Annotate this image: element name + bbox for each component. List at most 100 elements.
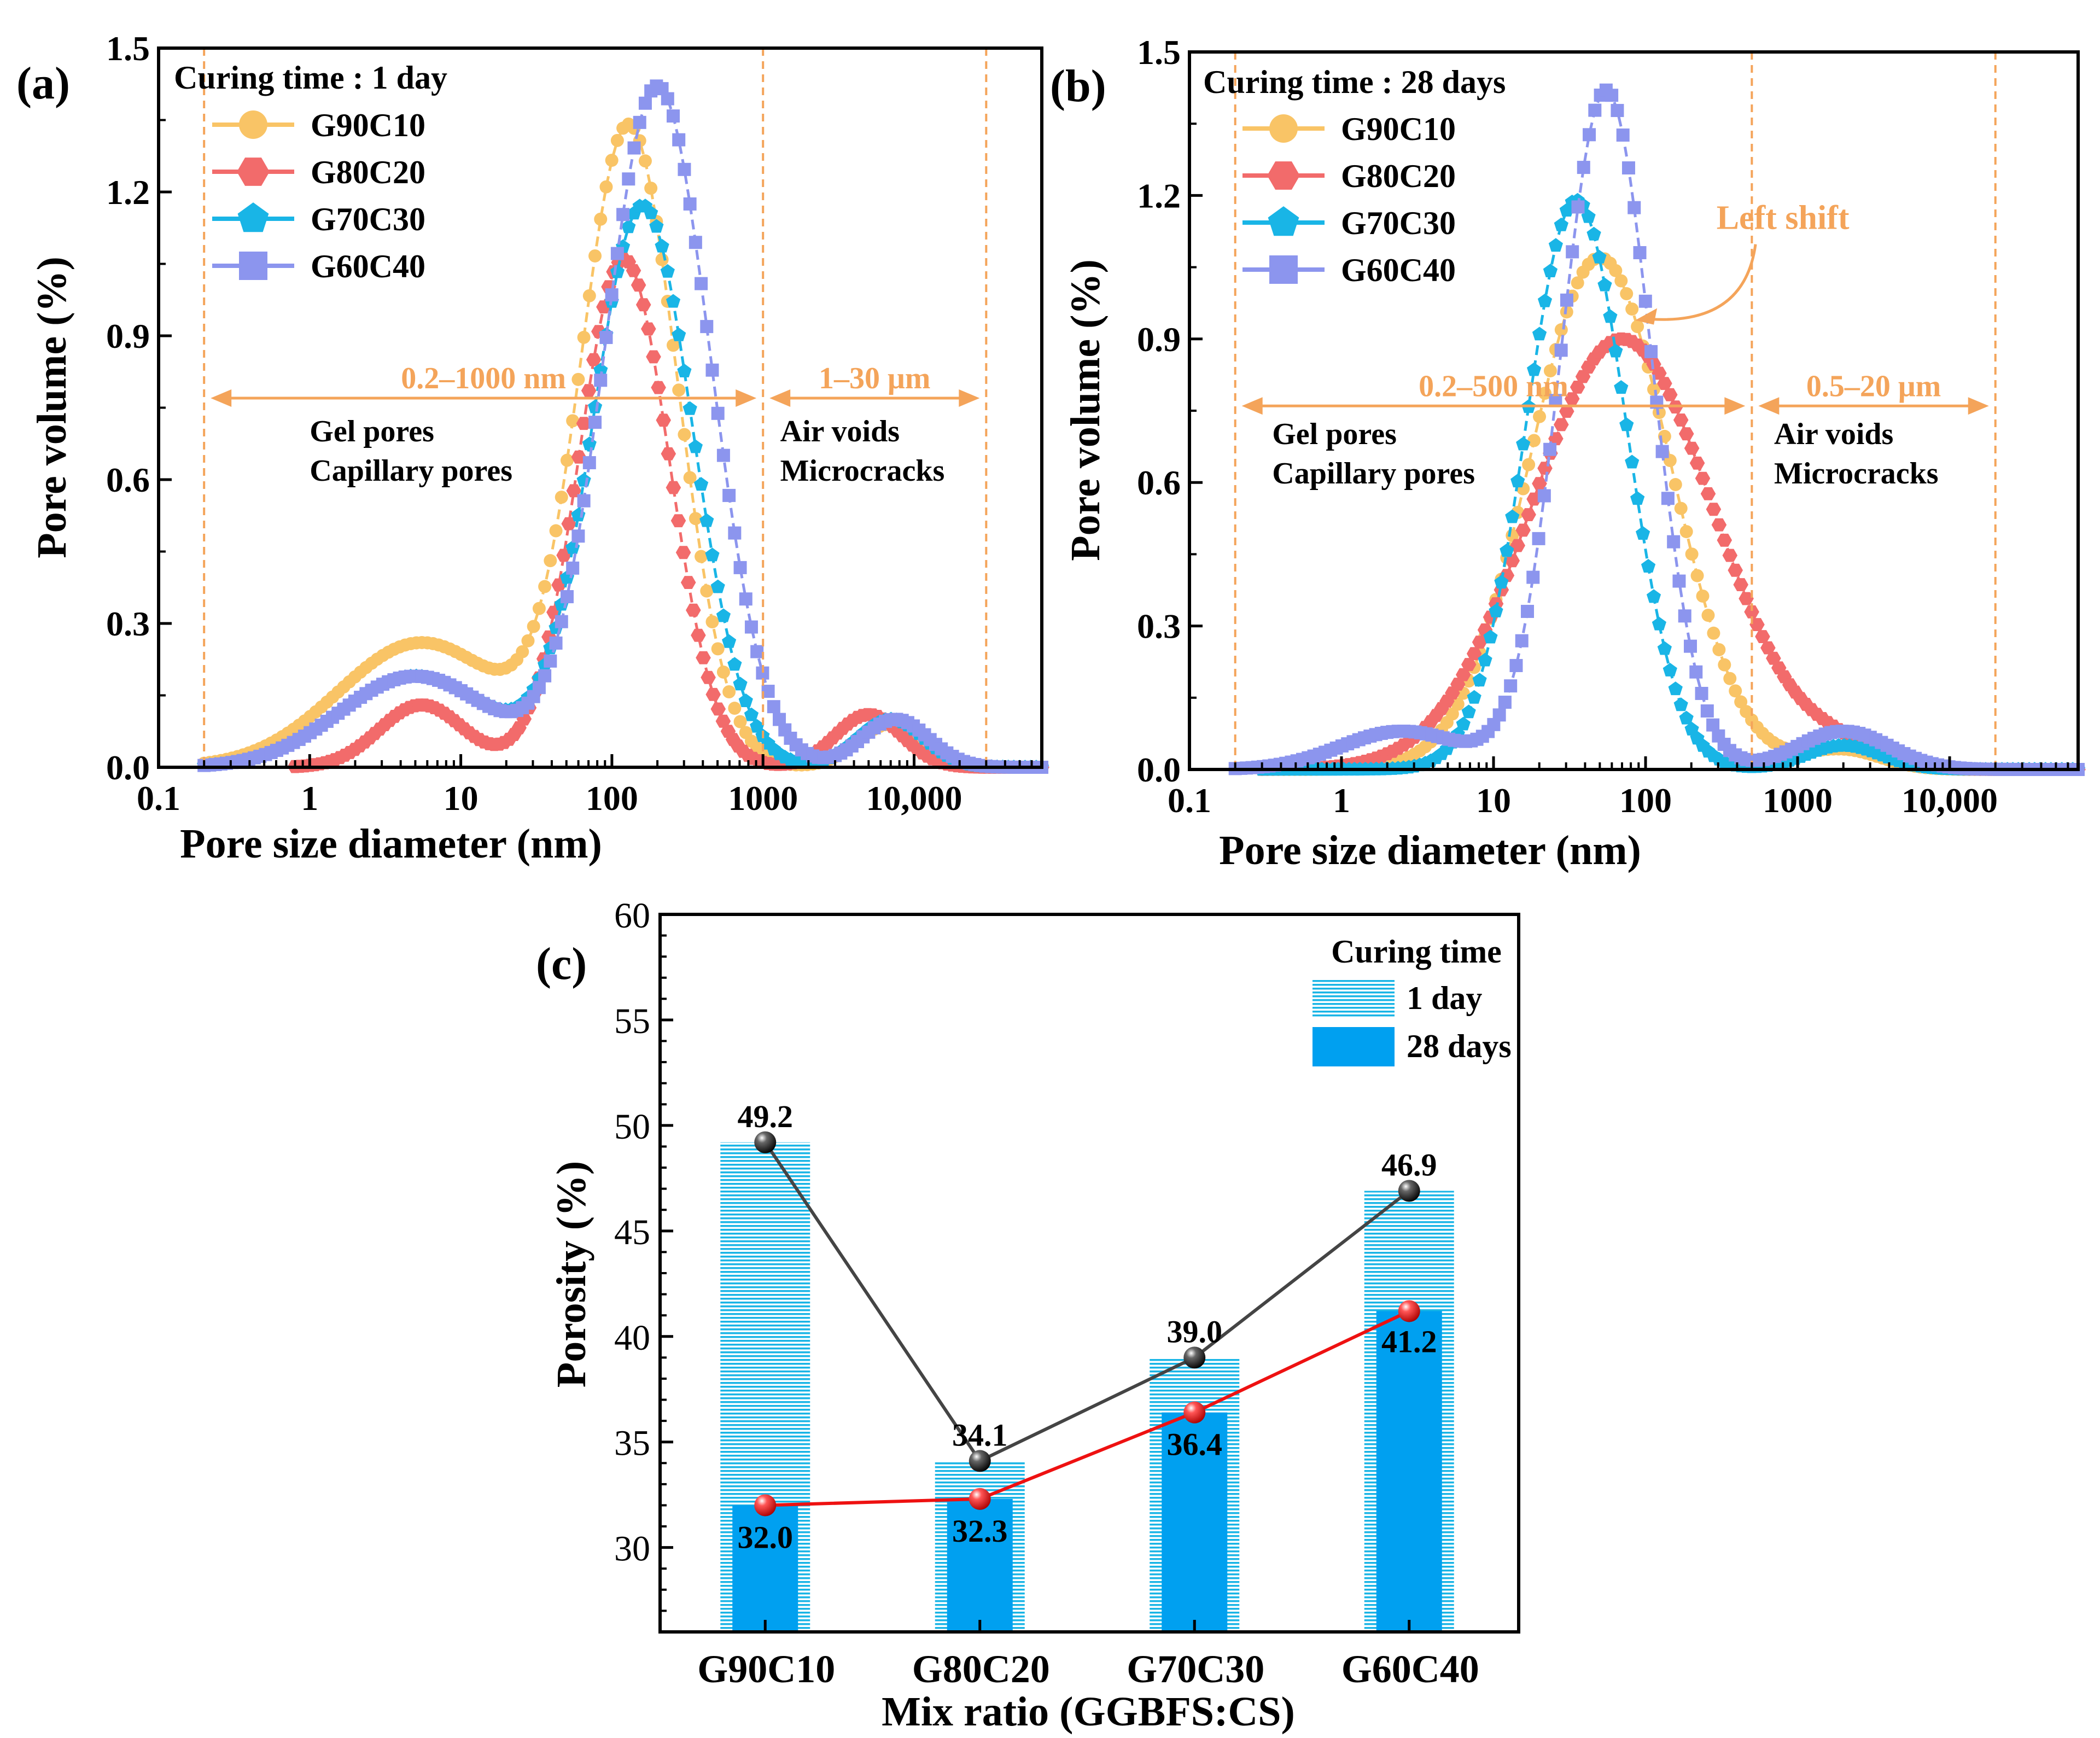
y-tick-label: 0.0 xyxy=(106,748,150,787)
bar-28days-g60c40 xyxy=(1376,1311,1442,1632)
data-point-g60c40 xyxy=(1638,294,1652,308)
data-point-g80c20 xyxy=(651,381,666,394)
data-point-g90c10 xyxy=(1543,364,1557,378)
data-point-g60c40 xyxy=(1689,665,1703,679)
data-point-g80c20 xyxy=(1554,418,1569,431)
data-point-g60c40 xyxy=(599,331,613,345)
panel-c-bar-layer xyxy=(720,1142,1454,1632)
panel-a-label: (a) xyxy=(16,58,70,109)
data-point-g90c10 xyxy=(516,645,529,658)
x-tick-label: G60C40 xyxy=(1341,1647,1479,1691)
data-point-g70c30 xyxy=(744,707,759,721)
legend-label-g70c30: G70C30 xyxy=(311,201,425,237)
data-point-g70c30 xyxy=(1456,716,1471,731)
y-tick-label: 35 xyxy=(614,1424,650,1463)
data-point-g70c30 xyxy=(705,547,720,562)
range-label: 0.2–500 nm xyxy=(1419,369,1568,403)
data-point-g90c10 xyxy=(1696,589,1710,603)
data-point-g90c10 xyxy=(594,212,608,226)
trend-point-28days xyxy=(1183,1401,1206,1424)
legend-label-g60c40: G60C40 xyxy=(311,248,425,284)
data-point-g80c20 xyxy=(1673,413,1689,427)
legend-swatch-28days xyxy=(1312,1027,1395,1066)
legend-marker-g70c30 xyxy=(1268,206,1299,236)
panel-b-series-layer xyxy=(1228,83,2086,776)
data-point-g60c40 xyxy=(705,363,719,377)
data-point-g70c30 xyxy=(649,219,664,233)
data-point-g80c20 xyxy=(1472,635,1488,649)
data-point-g90c10 xyxy=(1690,569,1704,582)
data-point-g60c40 xyxy=(1661,492,1675,505)
legend-label-g80c20: G80C20 xyxy=(1341,158,1456,194)
data-point-g80c20 xyxy=(1466,647,1482,661)
panel-c-legend: Curing time 1 day 28 days xyxy=(1312,934,1512,1066)
data-point-g60c40 xyxy=(1577,161,1590,174)
data-point-g60c40 xyxy=(594,374,608,387)
panel-a: 0.2–1000 nm 1–30 μm Gel pores Capillary por… xyxy=(16,29,1049,867)
data-point-g70c30 xyxy=(1581,209,1596,223)
data-point-g90c10 xyxy=(1701,609,1715,622)
data-point-g90c10 xyxy=(538,580,552,593)
y-tick-label: 0.9 xyxy=(106,317,150,355)
data-point-g80c20 xyxy=(571,450,587,464)
data-point-g90c10 xyxy=(1674,501,1688,515)
data-point-g60c40 xyxy=(1583,128,1596,142)
data-point-g70c30 xyxy=(1597,277,1612,291)
trend-point-1day xyxy=(1183,1346,1206,1369)
data-point-g70c30 xyxy=(727,657,742,671)
data-point-g90c10 xyxy=(549,524,563,538)
data-point-g80c20 xyxy=(691,628,706,642)
data-point-g60c40 xyxy=(582,456,596,470)
data-point-g80c20 xyxy=(675,546,691,559)
range-arrowhead-left xyxy=(1758,397,1780,415)
data-point-g80c20 xyxy=(686,603,701,617)
data-point-g90c10 xyxy=(1538,387,1551,400)
data-point-g70c30 xyxy=(1510,474,1525,488)
data-point-g90c10 xyxy=(1445,707,1459,721)
region-label: Gel pores xyxy=(1272,417,1397,451)
data-point-g60c40 xyxy=(683,197,697,211)
data-point-g60c40 xyxy=(538,669,552,683)
x-tick-label: 1000 xyxy=(1763,781,1833,820)
data-point-g70c30 xyxy=(1646,589,1661,603)
x-tick-label: G80C20 xyxy=(912,1647,1050,1691)
data-point-g70c30 xyxy=(1641,559,1656,573)
legend-label-1day: 1 day xyxy=(1407,980,1482,1016)
data-point-g70c30 xyxy=(1630,491,1645,505)
data-point-g70c30 xyxy=(1592,249,1607,264)
data-point-g80c20 xyxy=(561,517,576,530)
data-point-g70c30 xyxy=(1500,543,1514,557)
data-label-28days: 32.3 xyxy=(952,1513,1008,1549)
data-point-g90c10 xyxy=(666,339,680,352)
panel-b-legend-items: G90C10 G80C20 G70C30 G60C40 xyxy=(1242,111,1456,288)
data-point-g90c10 xyxy=(638,154,652,168)
data-point-g70c30 xyxy=(1467,690,1481,704)
data-point-g70c30 xyxy=(576,473,591,487)
data-label-1day: 34.1 xyxy=(952,1417,1008,1453)
data-point-g60c40 xyxy=(1509,658,1523,672)
x-tick-label: 10 xyxy=(1476,781,1511,820)
data-point-g80c20 xyxy=(1733,578,1748,591)
data-point-g80c20 xyxy=(1652,366,1667,380)
data-point-g80c20 xyxy=(581,384,597,398)
y-tick-label: 1.5 xyxy=(1137,33,1181,72)
data-point-g70c30 xyxy=(688,439,703,453)
data-point-g60c40 xyxy=(700,320,714,334)
legend-marker-g80c20 xyxy=(237,158,270,186)
data-point-g80c20 xyxy=(705,687,721,701)
data-point-g70c30 xyxy=(1478,652,1492,667)
data-point-g80c20 xyxy=(1711,518,1727,532)
data-point-g90c10 xyxy=(1734,695,1748,709)
y-tick-label: 1.2 xyxy=(106,173,150,212)
y-tick-label: 1.5 xyxy=(106,29,150,68)
data-point-g70c30 xyxy=(733,676,748,691)
data-point-g60c40 xyxy=(672,133,686,147)
panel-a-annotation-layer: 0.2–1000 nm 1–30 μm Gel pores Capillary por… xyxy=(203,48,988,767)
data-point-g90c10 xyxy=(1609,264,1623,277)
x-tick-label: 0.1 xyxy=(137,779,180,818)
data-point-g90c10 xyxy=(605,154,619,167)
data-point-g90c10 xyxy=(722,685,736,698)
data-point-g90c10 xyxy=(1554,323,1568,337)
legend-marker-g60c40 xyxy=(239,252,267,280)
region-label: Air voids xyxy=(1774,417,1893,451)
